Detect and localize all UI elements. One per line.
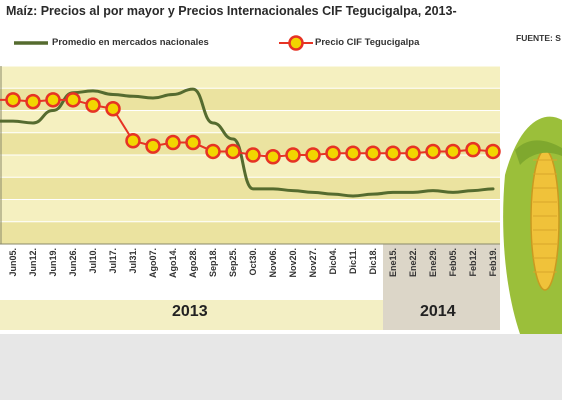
chart-figure: Jun05. Jun12. Jun19. Jun26. Jul10. Jul17. Jul3… (0, 0, 562, 334)
legend-label-national: Promedio en mercados nacionales (52, 37, 209, 48)
plot-band (0, 110, 500, 133)
cif-price-marker (25, 93, 41, 110)
corn-leaf (515, 140, 562, 165)
x-tick-label: Ene15. (388, 248, 398, 277)
x-tick-label: Dic11. (348, 248, 358, 274)
cif-price-marker (145, 138, 161, 154)
plot-band (0, 66, 500, 89)
cif-price-marker (65, 92, 81, 108)
cif-price-marker (265, 149, 281, 165)
x-tick-label: Oct30. (248, 248, 258, 276)
cif-price-marker (385, 145, 401, 161)
legend-label-cif: Precio CIF Tegucigalpa (315, 37, 420, 48)
plot-band (0, 199, 500, 222)
cif-price-marker (205, 143, 221, 160)
legend-swatch-cif-marker (288, 35, 304, 51)
x-tick-label: Dic18. (368, 248, 378, 275)
cif-price-marker (245, 147, 261, 163)
cif-price-marker (45, 92, 61, 108)
year-band-2014 (383, 244, 500, 330)
x-tick-label: Nov27. (308, 248, 318, 278)
x-tick-label: Nov06. (268, 248, 278, 278)
x-tick-label: Jul31. (128, 248, 138, 274)
cif-price-marker (465, 141, 481, 158)
x-tick-label: Dic04. (328, 248, 338, 275)
chart-svg: Jun05. Jun12. Jun19. Jun26. Jul10. Jul17. Jul3… (0, 35, 562, 334)
x-tick-label: Feb12. (468, 248, 478, 277)
cif-price-marker (365, 145, 381, 161)
x-tick-label: Jun19. (48, 248, 58, 277)
x-tick-label: Jun26. (68, 248, 78, 277)
cif-price-marker (185, 134, 201, 151)
cif-price-marker (345, 145, 361, 161)
year-band-2013 (0, 300, 383, 330)
year-label-2013: 2013 (172, 303, 208, 320)
x-tick-label: Sep25. (228, 248, 238, 277)
x-tick-label: Feb19. (488, 248, 498, 277)
cif-price-marker (445, 143, 461, 160)
year-label-2014: 2014 (420, 303, 456, 320)
x-tick-label: Ago07. (148, 248, 158, 278)
cif-price-marker (485, 143, 501, 160)
plot-band (0, 88, 500, 111)
x-tick-label: Jun05. (8, 248, 18, 277)
corn-illustration (503, 116, 562, 334)
cif-price-marker (425, 143, 441, 160)
corn-cob (530, 149, 560, 291)
cif-price-marker (285, 147, 301, 163)
cif-price-marker (165, 134, 181, 151)
series-line-national-average (0, 87, 495, 198)
x-tick-label: Jul10. (88, 248, 98, 274)
cif-price-marker (325, 145, 341, 161)
x-tick-label: Ene29. (428, 248, 438, 277)
cif-price-marker (305, 147, 321, 163)
x-tick-label: Sep18. (208, 248, 218, 277)
plot-band (0, 221, 500, 244)
cif-price-marker (225, 143, 241, 160)
x-tick-label: Ene22. (408, 248, 418, 277)
cif-price-marker (405, 145, 421, 161)
cif-price-marker (125, 133, 141, 149)
x-tick-label: Jun12. (28, 248, 38, 277)
chart-title: Maíz: Precios al por mayor y Precios Int… (6, 4, 457, 18)
cif-price-marker (105, 100, 121, 117)
x-tick-label: Jul17. (108, 248, 118, 274)
x-tick-label: Nov20. (288, 248, 298, 278)
source-label: FUENTE: S (516, 33, 561, 43)
x-tick-label: Ago28. (188, 248, 198, 278)
cif-price-marker (85, 97, 101, 113)
x-tick-label: Feb05. (448, 248, 458, 277)
x-tick-label: Ago14. (168, 248, 178, 278)
cif-price-marker (5, 92, 21, 108)
